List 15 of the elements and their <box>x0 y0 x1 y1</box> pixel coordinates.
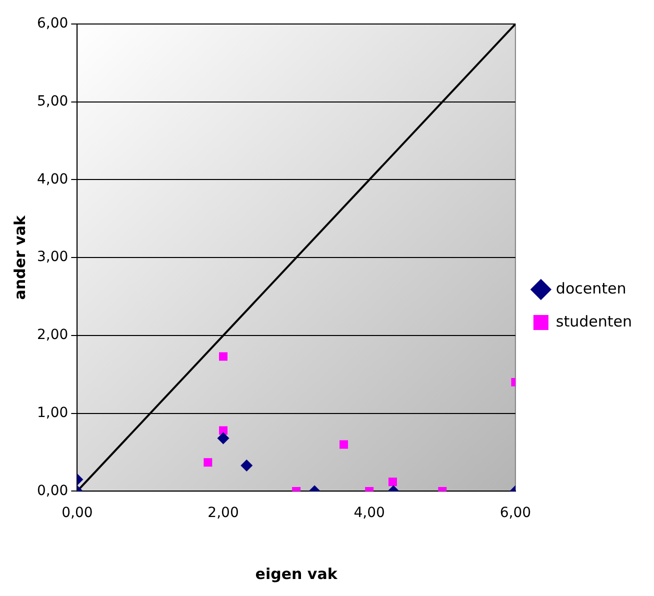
legend-label: studenten <box>556 312 632 330</box>
y-axis-title: ander vak <box>10 214 29 300</box>
x-tick-label: 2,00 <box>208 505 239 522</box>
y-tick-label: 5,00 <box>37 94 68 110</box>
y-tick-label: 1,00 <box>37 404 68 421</box>
y-tick-label: 4,00 <box>37 171 68 188</box>
x-tick-label: 4,00 <box>354 505 385 522</box>
y-tick-label: 0,00 <box>37 482 68 499</box>
x-axis-title: eigen vak <box>255 564 338 583</box>
x-tick-label: 6,00 <box>500 505 532 522</box>
x-tick-label: 0,00 <box>62 505 93 522</box>
y-tick-label: 6,00 <box>37 16 68 32</box>
legend-label: docenten <box>556 279 626 298</box>
y-tick-label: 3,00 <box>37 249 68 266</box>
y-tick-label: 2,00 <box>37 327 68 344</box>
